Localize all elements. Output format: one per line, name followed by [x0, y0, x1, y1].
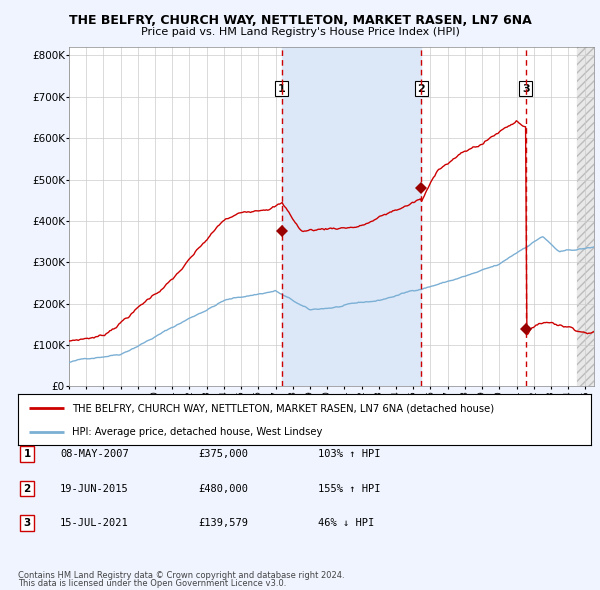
- Text: £375,000: £375,000: [198, 450, 248, 459]
- Text: Contains HM Land Registry data © Crown copyright and database right 2024.: Contains HM Land Registry data © Crown c…: [18, 571, 344, 580]
- Text: 1: 1: [23, 450, 31, 459]
- Text: 3: 3: [522, 84, 529, 94]
- Text: £139,579: £139,579: [198, 518, 248, 527]
- Text: 3: 3: [23, 518, 31, 527]
- Text: 1: 1: [278, 84, 286, 94]
- Bar: [577, 47, 600, 386]
- Text: This data is licensed under the Open Government Licence v3.0.: This data is licensed under the Open Gov…: [18, 579, 286, 588]
- Bar: [577, 47, 600, 386]
- Text: 46% ↓ HPI: 46% ↓ HPI: [318, 518, 374, 527]
- Text: 103% ↑ HPI: 103% ↑ HPI: [318, 450, 380, 459]
- Text: 2: 2: [23, 484, 31, 493]
- Text: 19-JUN-2015: 19-JUN-2015: [60, 484, 129, 493]
- Text: HPI: Average price, detached house, West Lindsey: HPI: Average price, detached house, West…: [73, 428, 323, 437]
- Text: 15-JUL-2021: 15-JUL-2021: [60, 518, 129, 527]
- Bar: [282, 47, 421, 386]
- Text: THE BELFRY, CHURCH WAY, NETTLETON, MARKET RASEN, LN7 6NA: THE BELFRY, CHURCH WAY, NETTLETON, MARKE…: [68, 14, 532, 27]
- Text: £480,000: £480,000: [198, 484, 248, 493]
- Text: 155% ↑ HPI: 155% ↑ HPI: [318, 484, 380, 493]
- Text: Price paid vs. HM Land Registry's House Price Index (HPI): Price paid vs. HM Land Registry's House …: [140, 28, 460, 37]
- Text: 08-MAY-2007: 08-MAY-2007: [60, 450, 129, 459]
- Text: THE BELFRY, CHURCH WAY, NETTLETON, MARKET RASEN, LN7 6NA (detached house): THE BELFRY, CHURCH WAY, NETTLETON, MARKE…: [73, 403, 494, 413]
- Text: 2: 2: [418, 84, 425, 94]
